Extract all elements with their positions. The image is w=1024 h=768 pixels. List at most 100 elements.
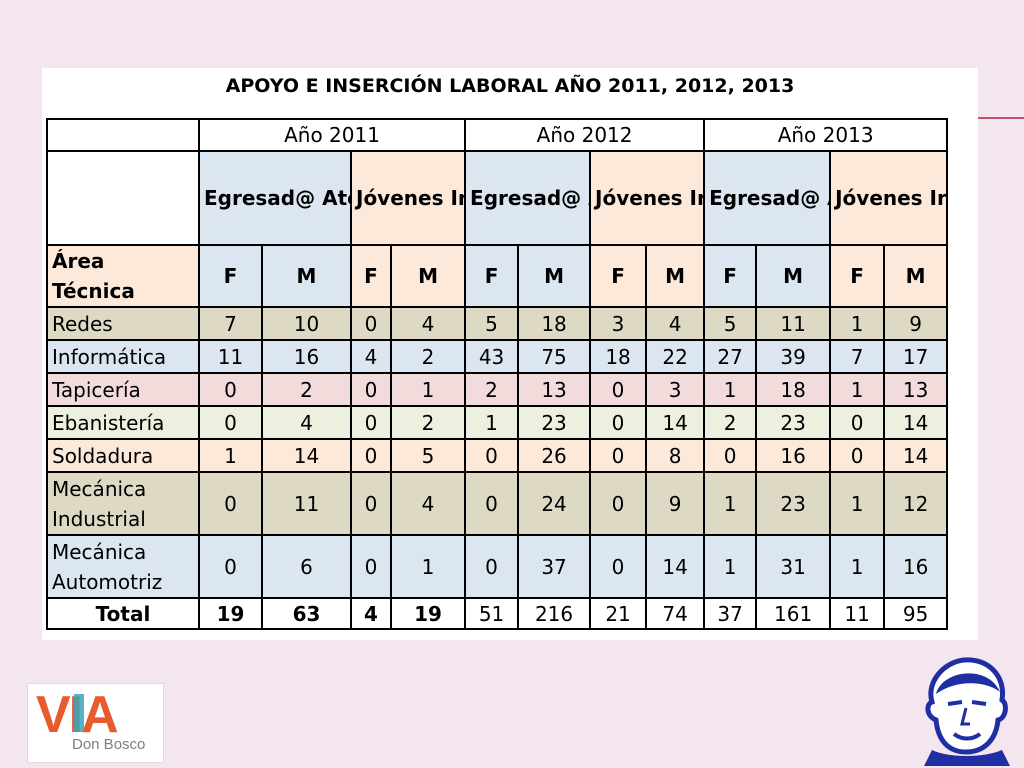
value-cell: 0 bbox=[350, 471, 392, 536]
gender-header: M bbox=[261, 244, 352, 308]
value-cell: 2 bbox=[464, 372, 520, 407]
value-cell: 0 bbox=[829, 405, 886, 440]
don-bosco-portrait-icon bbox=[924, 657, 1010, 766]
value-cell: 27 bbox=[703, 339, 758, 374]
via-mark-icon: VIA bbox=[36, 688, 120, 738]
value-cell: 14 bbox=[645, 405, 706, 440]
value-cell: 2 bbox=[389, 339, 467, 374]
value-cell: 1 bbox=[703, 471, 758, 536]
value-cell: 1 bbox=[703, 372, 758, 407]
gender-header: F bbox=[464, 244, 520, 308]
value-cell: 0 bbox=[464, 534, 520, 599]
total-cell: 161 bbox=[755, 597, 832, 630]
value-cell: 1 bbox=[389, 372, 467, 407]
total-cell: 51 bbox=[464, 597, 520, 630]
value-cell: 4 bbox=[645, 306, 706, 341]
group-header-insertados-2011: Jóvenes Insertad @ bbox=[349, 150, 467, 246]
value-cell: 1 bbox=[829, 372, 886, 407]
table-row: Redes 7 10 0 4 5 18 3 4 5 11 1 9 bbox=[46, 306, 949, 341]
total-cell: 37 bbox=[703, 597, 758, 630]
area-cell: Ebanistería bbox=[46, 405, 200, 440]
group-header-insertados-2012: Jóvenes Insertad @ bbox=[589, 150, 706, 246]
total-cell: 216 bbox=[517, 597, 592, 630]
value-cell: 14 bbox=[645, 534, 706, 599]
value-cell: 23 bbox=[755, 405, 832, 440]
total-cell: 19 bbox=[389, 597, 467, 630]
value-cell: 5 bbox=[703, 306, 758, 341]
value-cell: 1 bbox=[829, 534, 886, 599]
value-cell: 1 bbox=[464, 405, 520, 440]
accent-line bbox=[978, 117, 1024, 119]
value-cell: 1 bbox=[829, 306, 886, 341]
area-cell: Informática bbox=[46, 339, 200, 374]
value-cell: 11 bbox=[755, 306, 832, 341]
value-cell: 16 bbox=[261, 339, 352, 374]
insertion-table: Año 2011 Año 2012 Año 2013 Egresad@ Aten… bbox=[46, 118, 949, 630]
value-cell: 75 bbox=[517, 339, 592, 374]
value-cell: 18 bbox=[755, 372, 832, 407]
value-cell: 5 bbox=[464, 306, 520, 341]
value-cell: 7 bbox=[829, 339, 886, 374]
value-cell: 14 bbox=[261, 438, 352, 473]
year-header-2012: Año 2012 bbox=[464, 118, 706, 152]
via-don-bosco-logo: VIA Don Bosco bbox=[27, 683, 164, 763]
value-cell: 0 bbox=[464, 471, 520, 536]
value-cell: 0 bbox=[350, 438, 392, 473]
value-cell: 9 bbox=[883, 306, 949, 341]
table-body: Redes 7 10 0 4 5 18 3 4 5 11 1 9 Informática 11 16 4 2 43 7… bbox=[46, 306, 949, 599]
table-row: Mecánica Industrial 0 11 0 4 0 24 0 9 1 23 1 12 bbox=[46, 471, 949, 536]
gender-header: F bbox=[589, 244, 648, 308]
total-cell: 4 bbox=[350, 597, 392, 630]
value-cell: 3 bbox=[589, 306, 648, 341]
value-cell: 14 bbox=[883, 405, 949, 440]
value-cell: 11 bbox=[198, 339, 263, 374]
table-row: Ebanistería 0 4 0 2 1 23 0 14 2 23 0 14 bbox=[46, 405, 949, 440]
total-cell: 21 bbox=[589, 597, 648, 630]
value-cell: 1 bbox=[703, 534, 758, 599]
value-cell: 22 bbox=[645, 339, 706, 374]
value-cell: 17 bbox=[883, 339, 949, 374]
value-cell: 0 bbox=[464, 438, 520, 473]
value-cell: 0 bbox=[198, 471, 263, 536]
value-cell: 0 bbox=[350, 306, 392, 341]
value-cell: 0 bbox=[703, 438, 758, 473]
area-cell: Redes bbox=[46, 306, 200, 341]
gender-header: M bbox=[755, 244, 832, 308]
value-cell: 24 bbox=[517, 471, 592, 536]
area-cell: Mecánica Industrial bbox=[46, 471, 200, 536]
gender-header: F bbox=[703, 244, 758, 308]
value-cell: 1 bbox=[198, 438, 263, 473]
gender-header: M bbox=[389, 244, 467, 308]
group-header-egresados-2013: Egresad@ Atendid@ bbox=[703, 150, 832, 246]
empty-corner bbox=[46, 150, 200, 246]
value-cell: 0 bbox=[589, 438, 648, 473]
value-cell: 4 bbox=[261, 405, 352, 440]
value-cell: 0 bbox=[198, 372, 263, 407]
total-cell: 95 bbox=[883, 597, 949, 630]
empty-corner bbox=[46, 118, 200, 152]
value-cell: 11 bbox=[261, 471, 352, 536]
value-cell: 0 bbox=[589, 372, 648, 407]
gender-header: M bbox=[883, 244, 949, 308]
via-tagline: Don Bosco bbox=[72, 736, 146, 753]
value-cell: 7 bbox=[198, 306, 263, 341]
value-cell: 4 bbox=[389, 471, 467, 536]
value-cell: 3 bbox=[645, 372, 706, 407]
value-cell: 13 bbox=[517, 372, 592, 407]
value-cell: 0 bbox=[589, 405, 648, 440]
table-row: Mecánica Automotriz 0 6 0 1 0 37 0 14 1 31 1 16 bbox=[46, 534, 949, 599]
value-cell: 0 bbox=[589, 534, 648, 599]
gender-header: M bbox=[645, 244, 706, 308]
value-cell: 9 bbox=[645, 471, 706, 536]
area-cell: Mecánica Automotriz bbox=[46, 534, 200, 599]
total-cell: 63 bbox=[261, 597, 352, 630]
value-cell: 43 bbox=[464, 339, 520, 374]
value-cell: 0 bbox=[198, 534, 263, 599]
year-header-2011: Año 2011 bbox=[197, 118, 467, 152]
value-cell: 18 bbox=[589, 339, 648, 374]
value-cell: 0 bbox=[198, 405, 263, 440]
value-cell: 12 bbox=[883, 471, 949, 536]
value-cell: 16 bbox=[883, 534, 949, 599]
value-cell: 1 bbox=[829, 471, 886, 536]
value-cell: 5 bbox=[389, 438, 467, 473]
